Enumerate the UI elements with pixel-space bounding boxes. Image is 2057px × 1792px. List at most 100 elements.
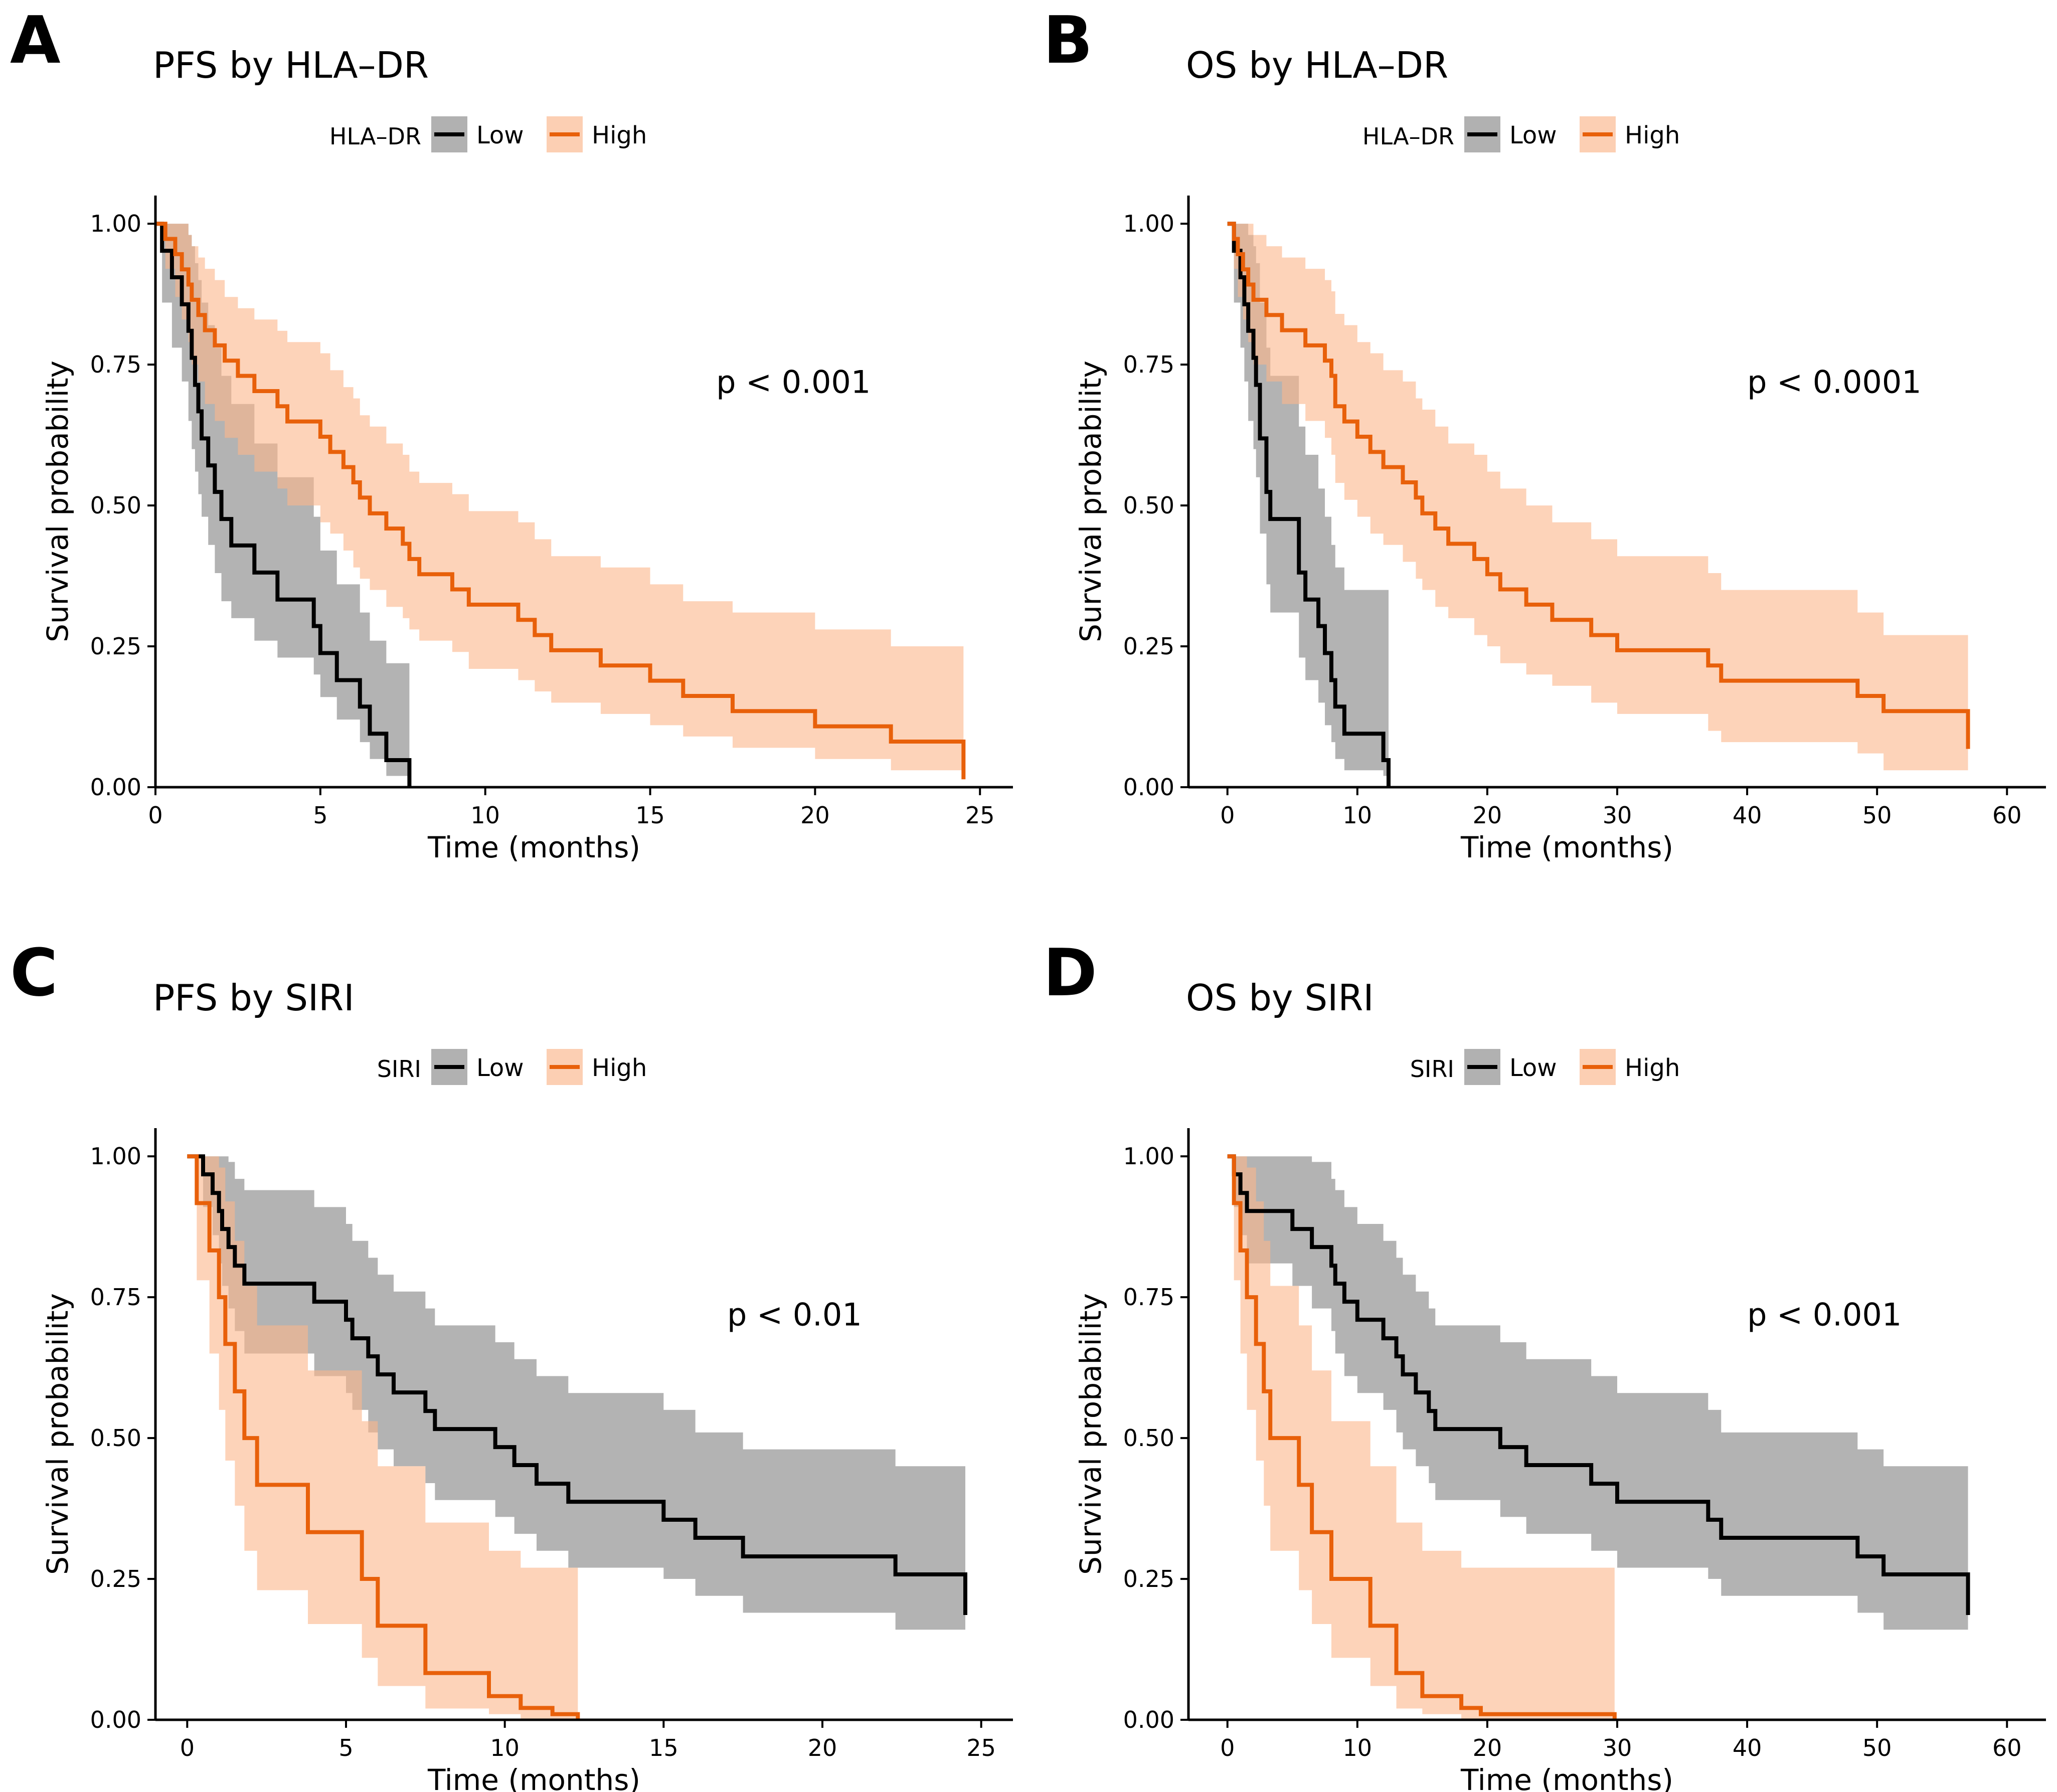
y-tick-label: 0.25 [1123,1565,1174,1592]
survival-curve-high [1227,1154,1617,1720]
y-tick-label: 0.00 [90,1706,141,1733]
ci-band-low [187,1156,965,1641]
chart-title: PFS by SIRI [153,977,355,1019]
x-tick-label: 10 [1343,1734,1373,1761]
plot-area [1227,222,1970,788]
legend-label-high: High [1625,1054,1680,1082]
x-tick-label: 60 [1992,802,2022,829]
legend: SIRI Low High [1410,1049,1680,1085]
y-tick-label: 1.00 [1123,210,1174,237]
x-tick-label: 0 [1220,802,1235,829]
y-tick-label: 1.00 [1123,1143,1174,1170]
x-tick-label: 0 [1220,1734,1235,1761]
y-tick-label: 0.00 [1123,1706,1174,1733]
survival-curve-low [187,1154,967,1615]
survival-curve-high [187,1154,580,1720]
y-tick-label: 0.75 [1123,1284,1174,1311]
x-tick-label: 0 [148,802,162,829]
x-tick-label: 30 [1603,802,1632,829]
y-tick-label: 0.75 [90,351,141,378]
y-tick-label: 0.50 [1123,1424,1174,1452]
x-axis-title: Time (months) [1460,830,1673,864]
chart-title: OS by SIRI [1186,977,1374,1019]
panel-D: D OS by SIRI SIRI Low High 0.00 0.25 0.50 0.75 1.… [1043,935,2046,1792]
x-axis-title: Time (months) [1460,1763,1673,1792]
x-tick-label: 5 [338,1734,353,1761]
x-tick-label: 25 [965,802,995,829]
panel-A: A PFS by HLA–DR HLA–DR Low High 0.00 0.25 0.50 0… [10,2,1013,864]
p-value: p < 0.001 [1747,1296,1902,1333]
y-tick-label: 0.75 [1123,351,1174,378]
legend-label-low: Low [1509,121,1557,149]
y-axis-title: Survival probability [41,1293,75,1575]
x-tick-label: 15 [649,1734,678,1761]
survival-curve-high [155,222,966,780]
legend-label-low: Low [476,1054,524,1082]
panel-label: C [10,935,58,1011]
x-tick-label: 20 [800,802,830,829]
x-tick-label: 40 [1733,802,1762,829]
ci-band-high [1227,1156,1615,1720]
chart-title: OS by HLA–DR [1186,44,1448,86]
x-tick-label: 20 [1473,1734,1502,1761]
y-tick-label: 0.00 [90,774,141,801]
ci-band-high [1227,224,1968,782]
legend-label-high: High [592,1054,647,1082]
x-tick-label: 20 [1473,802,1502,829]
x-axis-title: Time (months) [427,830,640,864]
legend-title: HLA–DR [1362,123,1454,150]
x-tick-label: 40 [1733,1734,1762,1761]
y-axis-title: Survival probability [41,361,75,642]
legend: HLA–DR Low High [329,116,647,152]
p-value: p < 0.0001 [1747,364,1922,400]
x-tick-label: 50 [1862,802,1892,829]
ci-band-high [187,1156,578,1720]
legend-label-high: High [1625,121,1680,149]
legend-label-low: Low [1509,1054,1557,1082]
y-tick-label: 1.00 [90,210,141,237]
panel-label: A [10,2,61,78]
panel-label: B [1043,2,1093,78]
legend-title: HLA–DR [329,123,421,150]
survival-curve-low [1227,1154,1970,1615]
x-tick-label: 15 [635,802,665,829]
panel-B: B OS by HLA–DR HLA–DR Low High 0.00 0.25 0.50 0.… [1043,2,2046,864]
survival-curve-high [1227,222,1970,749]
legend-label-low: Low [476,121,524,149]
plot-area [187,1154,967,1720]
x-tick-label: 0 [180,1734,195,1761]
x-tick-label: 10 [470,802,500,829]
x-tick-label: 10 [490,1734,520,1761]
y-tick-label: 0.25 [90,1565,141,1592]
y-tick-label: 0.00 [1123,774,1174,801]
y-tick-label: 0.50 [90,1424,141,1452]
ci-band-high [155,224,964,782]
survival-curve-low [155,222,412,787]
y-tick-label: 1.00 [90,1143,141,1170]
x-tick-label: 60 [1992,1734,2022,1761]
ci-band-low [1227,1156,1968,1641]
legend-title: SIRI [377,1055,421,1083]
x-axis-title: Time (months) [427,1763,640,1792]
x-tick-label: 30 [1603,1734,1632,1761]
chart-title: PFS by HLA–DR [153,44,429,86]
y-axis-title: Survival probability [1074,1293,1108,1575]
x-tick-label: 10 [1343,802,1373,829]
panel-C: C PFS by SIRI SIRI Low High 0.00 0.25 0.50 0.75 1… [10,935,1013,1792]
panel-label: D [1043,935,1097,1011]
legend-title: SIRI [1410,1055,1454,1083]
legend: SIRI Low High [377,1049,647,1085]
plot-area [155,222,966,788]
survival-curve-low [1227,222,1391,787]
y-tick-label: 0.50 [90,492,141,519]
p-value: p < 0.001 [716,364,871,400]
legend: HLA–DR Low High [1362,116,1680,152]
y-tick-label: 0.50 [1123,492,1174,519]
x-tick-label: 20 [808,1734,837,1761]
y-tick-label: 0.25 [1123,633,1174,660]
x-tick-label: 25 [966,1734,996,1761]
y-tick-label: 0.75 [90,1284,141,1311]
legend-label-high: High [592,121,647,149]
p-value: p < 0.01 [727,1296,862,1333]
